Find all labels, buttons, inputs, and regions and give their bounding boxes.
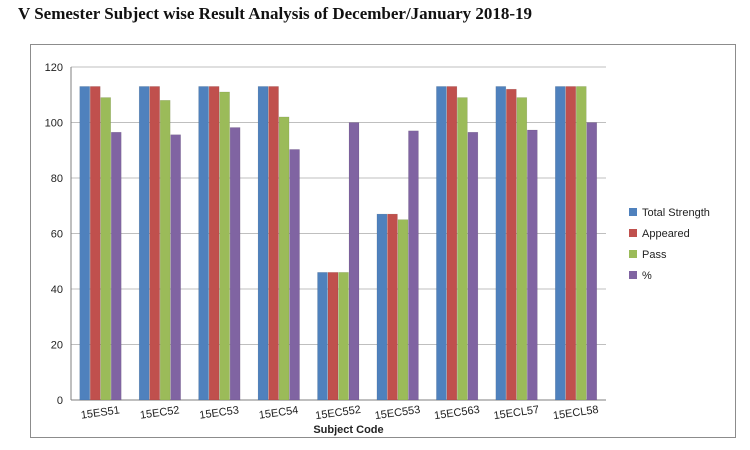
legend-swatch xyxy=(629,271,637,279)
bar xyxy=(100,97,111,401)
bar xyxy=(219,91,230,401)
bar xyxy=(159,100,171,401)
legend-label: Total Strength xyxy=(642,207,710,219)
y-tick-label: 120 xyxy=(45,62,63,74)
bar xyxy=(495,86,507,401)
bar xyxy=(446,86,458,401)
bar xyxy=(257,86,269,401)
x-tick-label: 15EC552 xyxy=(315,404,362,422)
legend-swatch xyxy=(629,250,637,258)
bar xyxy=(208,86,220,401)
bar xyxy=(79,86,90,401)
legend-label: Pass xyxy=(642,249,667,261)
bar xyxy=(565,86,577,401)
legend-swatch xyxy=(629,229,637,237)
x-tick-label: 15EC54 xyxy=(258,404,299,421)
y-tick-label: 60 xyxy=(51,229,63,241)
x-axis-title: Subject Code xyxy=(313,424,383,436)
bar xyxy=(110,131,122,401)
x-tick-label: 15EC52 xyxy=(139,404,180,421)
bar xyxy=(327,272,339,401)
bar xyxy=(149,86,160,401)
y-tick-label: 100 xyxy=(45,118,63,130)
legend-label: % xyxy=(642,270,652,282)
page-title: V Semester Subject wise Result Analysis … xyxy=(18,4,533,23)
bar xyxy=(348,122,360,401)
bar xyxy=(467,131,479,401)
bar xyxy=(170,134,181,401)
bar xyxy=(408,130,419,401)
x-tick-label: 15EC553 xyxy=(374,404,421,422)
bar xyxy=(289,149,300,401)
bar-chart: 0 20 40 60 80 100 120 15ES51 15EC52 15EC53 15EC54 1… xyxy=(45,62,710,436)
bar xyxy=(338,272,349,401)
bar xyxy=(586,122,598,401)
x-tick-label: 15EC563 xyxy=(433,404,480,422)
chart-frame: 0 20 40 60 80 100 120 15ES51 15EC52 15EC53 15EC54 1… xyxy=(30,44,736,438)
bar xyxy=(516,97,528,401)
legend-label: Appeared xyxy=(642,228,690,240)
bars xyxy=(79,86,598,401)
bar xyxy=(317,272,328,401)
bar xyxy=(138,86,150,401)
legend-swatch xyxy=(629,208,637,216)
y-tick-label: 0 xyxy=(57,395,63,407)
bar xyxy=(89,86,101,401)
y-tick-label: 20 xyxy=(51,340,63,352)
x-tick-label: 15ECL57 xyxy=(493,404,540,422)
x-tick-label: 15ECL58 xyxy=(552,404,599,422)
bar xyxy=(278,116,290,401)
bar xyxy=(576,86,587,401)
bar xyxy=(555,86,566,401)
x-tick-label: 15ES51 xyxy=(80,404,120,421)
bar xyxy=(527,129,538,401)
bar xyxy=(198,86,209,401)
tick-labels: 0 20 40 60 80 100 120 15ES51 15EC52 15EC53 15EC54 1… xyxy=(45,62,600,436)
bar xyxy=(436,86,447,401)
bar xyxy=(457,97,468,401)
bar xyxy=(387,213,398,401)
legend: Total Strength Appeared Pass% xyxy=(629,207,710,282)
x-tick-label: 15EC53 xyxy=(199,404,240,421)
y-tick-label: 40 xyxy=(51,284,63,296)
bar xyxy=(268,86,279,401)
y-tick-label: 80 xyxy=(51,173,63,185)
bar xyxy=(229,127,241,401)
bar xyxy=(376,213,388,401)
bar xyxy=(506,88,517,401)
bar xyxy=(397,219,409,401)
